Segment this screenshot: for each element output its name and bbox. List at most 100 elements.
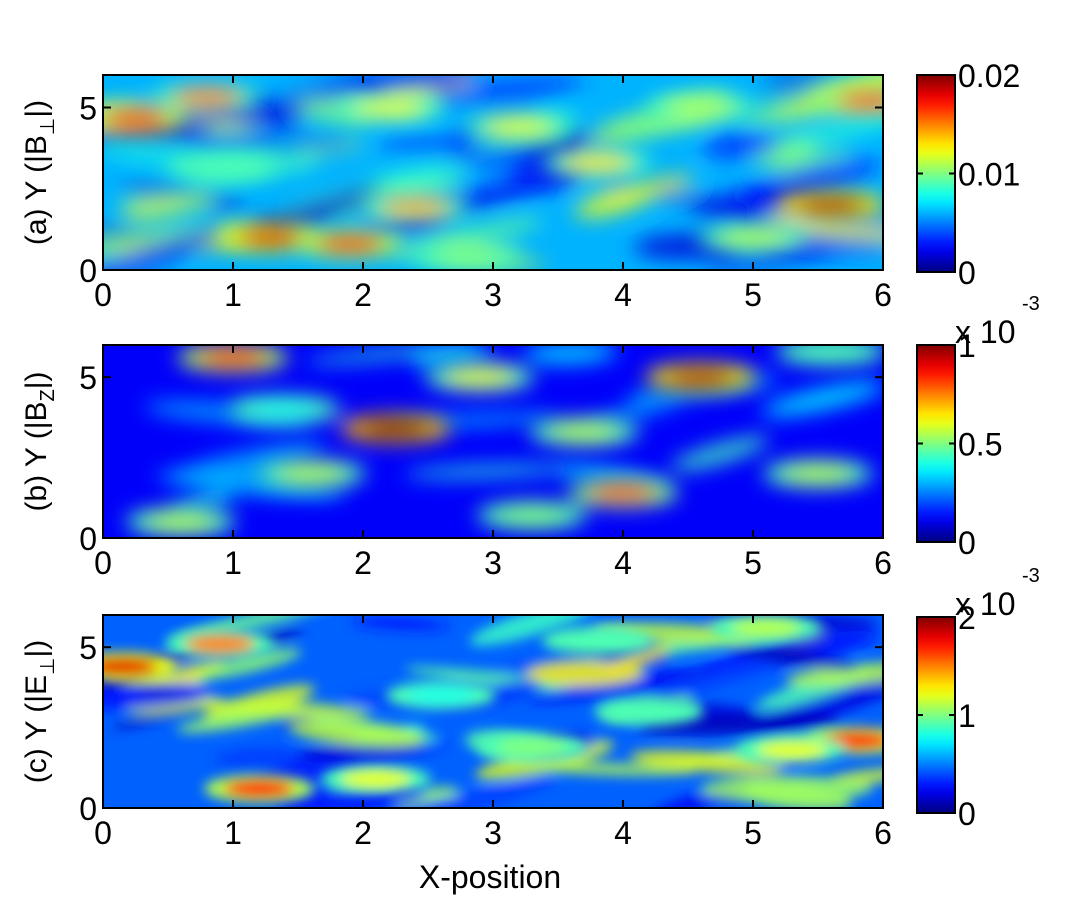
hotspot-core <box>276 464 346 483</box>
heatmap-streak <box>585 382 713 431</box>
heatmap-streak <box>574 184 657 218</box>
hotspot-core <box>796 345 866 361</box>
heatmap-field-c <box>103 615 883 808</box>
x-tick-label: 6 <box>874 277 892 313</box>
colorbar-tick-label: 0 <box>958 255 976 291</box>
heatmap-hotspots <box>103 615 883 803</box>
heatmap-streak <box>761 381 883 417</box>
panel-b: 0 1 2 3 4 5 605(b) Y (|BZ|)00.51x 10-3 <box>20 293 1040 581</box>
heatmap-streak <box>214 747 301 767</box>
colorbar-multiplier: x 10 <box>955 314 1015 350</box>
x-tick-label: 6 <box>874 545 892 581</box>
colorbar-c: 0 1 2x 10 -3 <box>916 565 1040 832</box>
heatmap-streak <box>730 158 878 205</box>
hotspot-core <box>731 618 801 637</box>
hotspot-core <box>146 512 216 531</box>
heatmap-streak <box>524 762 697 776</box>
y-tick-label: 0 <box>79 521 97 557</box>
heatmap-streak <box>523 345 618 365</box>
hotspot-core <box>562 631 632 650</box>
heatmap-streak <box>365 161 474 185</box>
heatmap-streak <box>392 786 460 808</box>
heatmap-streak <box>399 776 559 808</box>
heatmap-streak <box>361 222 452 236</box>
heatmap-streak <box>404 464 568 478</box>
heatmap-streak <box>305 345 478 364</box>
hotspot-core <box>185 634 255 653</box>
hotspot-core <box>237 228 307 247</box>
heatmap-streak <box>829 767 883 784</box>
hotspot-core <box>341 770 411 789</box>
x-axis-label: X-position <box>419 859 561 895</box>
x-tick-label: 4 <box>614 815 632 851</box>
x-tick-label: 1 <box>224 545 242 581</box>
x-tick-label: 2 <box>354 815 372 851</box>
x-tick-label: 4 <box>614 545 632 581</box>
heatmap-streak <box>767 216 883 242</box>
heatmap-streak <box>157 470 347 499</box>
hotspot-core <box>588 483 658 502</box>
hotspot-core <box>198 348 268 367</box>
y-axis-label: (a) Y (|B⊥|) <box>20 100 59 245</box>
hotspot-core <box>103 111 171 130</box>
heatmap-streak <box>411 346 493 368</box>
x-tick-label: 4 <box>614 277 632 313</box>
heatmap-streak <box>289 720 425 747</box>
x-tick-label: 2 <box>354 545 372 581</box>
heatmap-streak <box>629 750 784 774</box>
heatmap-streak <box>195 648 302 680</box>
colorbar-b: 0 0.5 1x 10 -3 <box>916 293 1040 561</box>
heatmap-streak <box>198 699 372 719</box>
x-tick-label: 0 <box>94 545 112 581</box>
heatmap-streak <box>117 194 217 213</box>
x-tick-label: 0 <box>94 277 112 313</box>
heatmap-streak <box>161 138 358 149</box>
heatmap-hotspots <box>103 83 883 270</box>
heatmap-streak <box>700 775 874 802</box>
colorbar-tick-label: 2 <box>958 600 976 636</box>
x-tick-label: 0 <box>94 815 112 851</box>
colorbar-tick-label: 0.02 <box>958 58 1020 94</box>
heatmap-streak <box>726 644 858 671</box>
y-tick-label: 0 <box>79 253 97 289</box>
heatmap-streak <box>785 661 883 686</box>
heatmap-streak <box>103 228 229 270</box>
hotspot-core <box>172 88 242 107</box>
x-tick-label: 1 <box>224 277 242 313</box>
x-tick-label: 3 <box>484 277 502 313</box>
hotspot-core <box>354 98 424 117</box>
hotspot-core <box>103 657 158 676</box>
heatmap-streak <box>670 436 770 471</box>
heatmap-streak <box>282 75 475 105</box>
hotspot-core <box>783 464 853 483</box>
x-tick-label: 1 <box>224 815 242 851</box>
colorbar-tick-label: 0 <box>958 525 976 561</box>
colorbar-tick-label: 0.5 <box>958 427 1002 463</box>
y-tick-label: 5 <box>79 91 97 127</box>
hotspot-core <box>497 737 567 756</box>
hotspot-core <box>549 422 619 441</box>
hotspot-core <box>445 368 515 387</box>
hotspot-core <box>484 118 554 136</box>
hotspot-core <box>360 419 431 438</box>
hotspot-core <box>497 506 567 525</box>
heatmap-streak <box>469 615 597 646</box>
heatmap-streak <box>404 666 593 692</box>
colorbar-tick-label: 0 <box>958 796 976 832</box>
hotspot-core <box>796 196 866 214</box>
heatmap-streak <box>103 143 199 165</box>
y-tick-label: 0 <box>79 791 97 827</box>
hotspot-core <box>835 92 883 110</box>
hotspot-core <box>380 199 450 218</box>
colorbar-exponent: -3 <box>1022 293 1040 315</box>
heatmap-streak <box>758 664 883 730</box>
colorbar-tick-label: 0.01 <box>958 157 1020 193</box>
x-tick-label: 6 <box>874 815 892 851</box>
y-axis-label: (b) Y (|BZ|) <box>20 371 59 511</box>
heatmap-texture <box>144 345 883 518</box>
panel-a: 0 1 2 3 4 5 6 0 5 (a) Y (|B⊥|) 0 0.01 0.02 <box>20 58 1020 313</box>
hotspot-core <box>224 779 294 798</box>
x-tick-label: 3 <box>484 815 502 851</box>
